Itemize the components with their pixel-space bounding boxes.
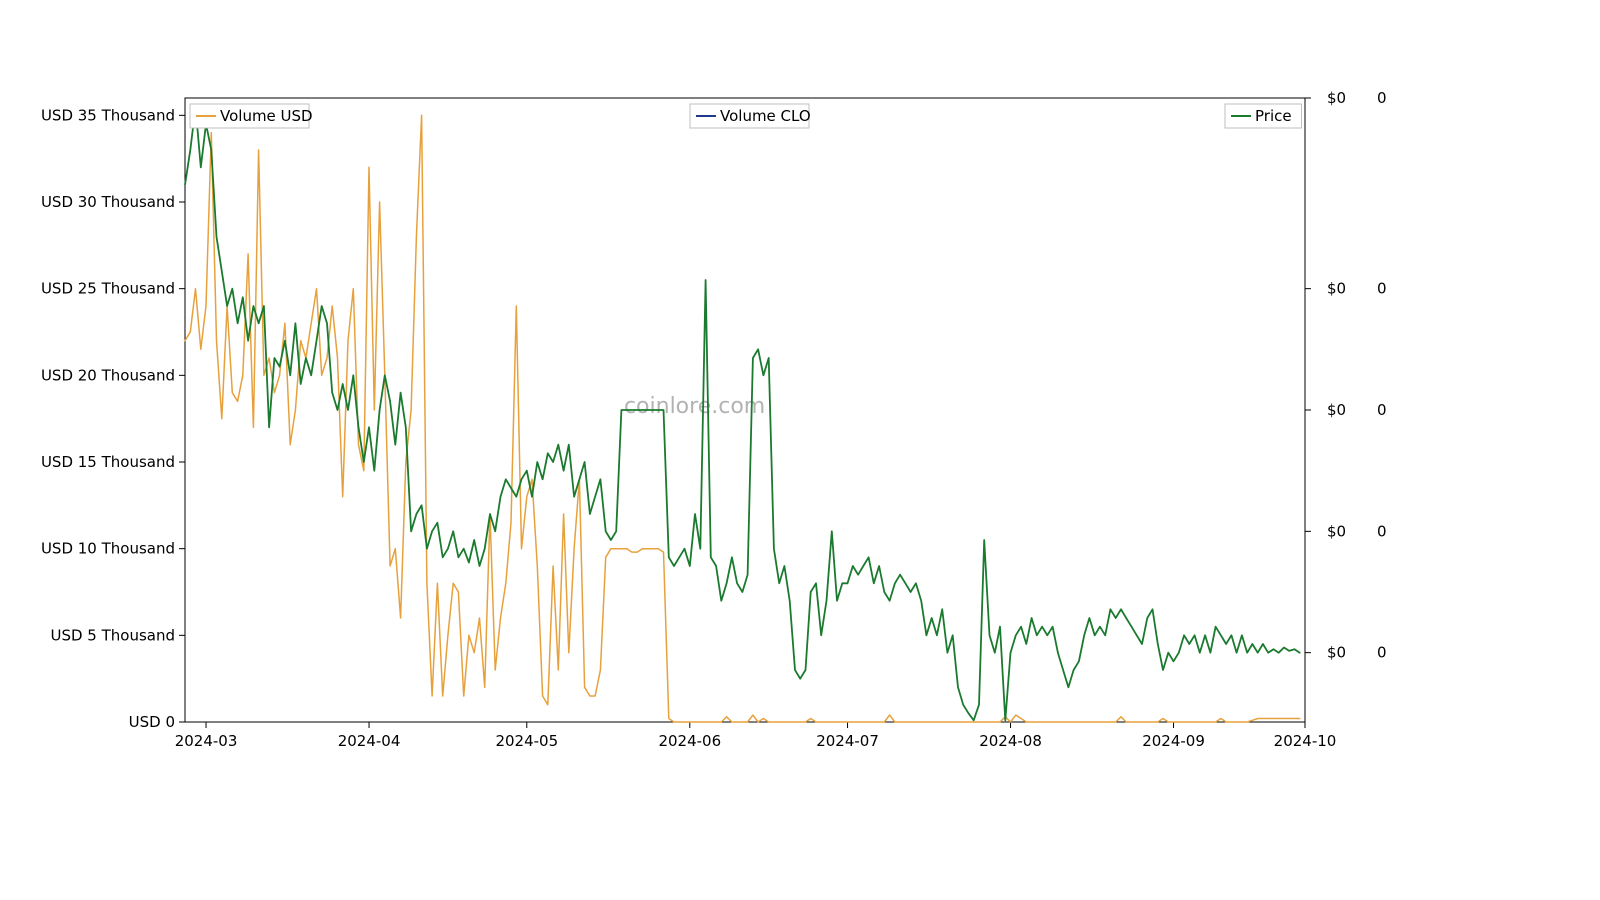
y-right-vol-label: 0 xyxy=(1377,522,1387,540)
watermark: coinlore.com xyxy=(624,394,765,419)
legend-label: Volume USD xyxy=(220,107,313,125)
y-right-price-label: $0 xyxy=(1327,522,1346,540)
y-right-vol-label: 0 xyxy=(1377,89,1387,107)
x-tick-label: 2024-04 xyxy=(338,732,401,750)
y-left-tick-label: USD 10 Thousand xyxy=(41,540,175,558)
y-left-tick-label: USD 15 Thousand xyxy=(41,453,175,471)
y-right-vol-label: 0 xyxy=(1377,280,1387,298)
x-tick-label: 2024-08 xyxy=(979,732,1042,750)
chart-container: USD 0 USD 5 Thousand USD 10 Thousand USD 15… xyxy=(0,0,1600,900)
y-left-tick-label: USD 35 Thousand xyxy=(41,106,175,124)
x-tick-label: 2024-03 xyxy=(175,732,238,750)
y-left-tick-label: USD 20 Thousand xyxy=(41,366,175,384)
x-tick-label: 2024-05 xyxy=(495,732,558,750)
y-right-vol-label: 0 xyxy=(1377,401,1387,419)
legend-label: Price xyxy=(1255,107,1292,125)
chart-svg: USD 0 USD 5 Thousand USD 10 Thousand USD 15… xyxy=(0,0,1600,900)
x-tick-label: 2024-06 xyxy=(658,732,721,750)
y-right-price-label: $0 xyxy=(1327,401,1346,419)
y-left-tick-label: USD 0 xyxy=(129,713,175,731)
y-right-price-label: $0 xyxy=(1327,89,1346,107)
legend-label: Volume CLO xyxy=(720,107,811,125)
x-tick-label: 2024-09 xyxy=(1142,732,1205,750)
y-left-tick-label: USD 5 Thousand xyxy=(50,626,175,644)
x-tick-label: 2024-07 xyxy=(816,732,879,750)
y-right-price-label: $0 xyxy=(1327,280,1346,298)
y-right-vol-label: 0 xyxy=(1377,644,1387,662)
y-left-tick-label: USD 30 Thousand xyxy=(41,193,175,211)
y-right-price-label: $0 xyxy=(1327,644,1346,662)
y-left-tick-label: USD 25 Thousand xyxy=(41,280,175,298)
x-tick-label: 2024-10 xyxy=(1274,732,1337,750)
